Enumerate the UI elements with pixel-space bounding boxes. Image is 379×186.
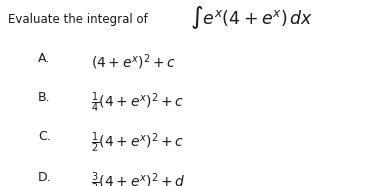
- Text: C.: C.: [38, 130, 51, 143]
- Text: $\frac{1}{2}(4 + e^x)^2 + c$: $\frac{1}{2}(4 + e^x)^2 + c$: [91, 130, 184, 155]
- Text: B.: B.: [38, 91, 50, 104]
- Text: Evaluate the integral of: Evaluate the integral of: [8, 13, 147, 26]
- Text: $(4 + e^x)^2 + c$: $(4 + e^x)^2 + c$: [91, 52, 176, 72]
- Text: $\int e^x(4 + e^x)\, dx$: $\int e^x(4 + e^x)\, dx$: [190, 4, 313, 31]
- Text: A.: A.: [38, 52, 50, 65]
- Text: $\frac{3}{2}(4 + e^x)^2 + d$: $\frac{3}{2}(4 + e^x)^2 + d$: [91, 171, 186, 186]
- Text: D.: D.: [38, 171, 52, 184]
- Text: $\frac{1}{4}(4 + e^x)^2 + c$: $\frac{1}{4}(4 + e^x)^2 + c$: [91, 91, 184, 116]
